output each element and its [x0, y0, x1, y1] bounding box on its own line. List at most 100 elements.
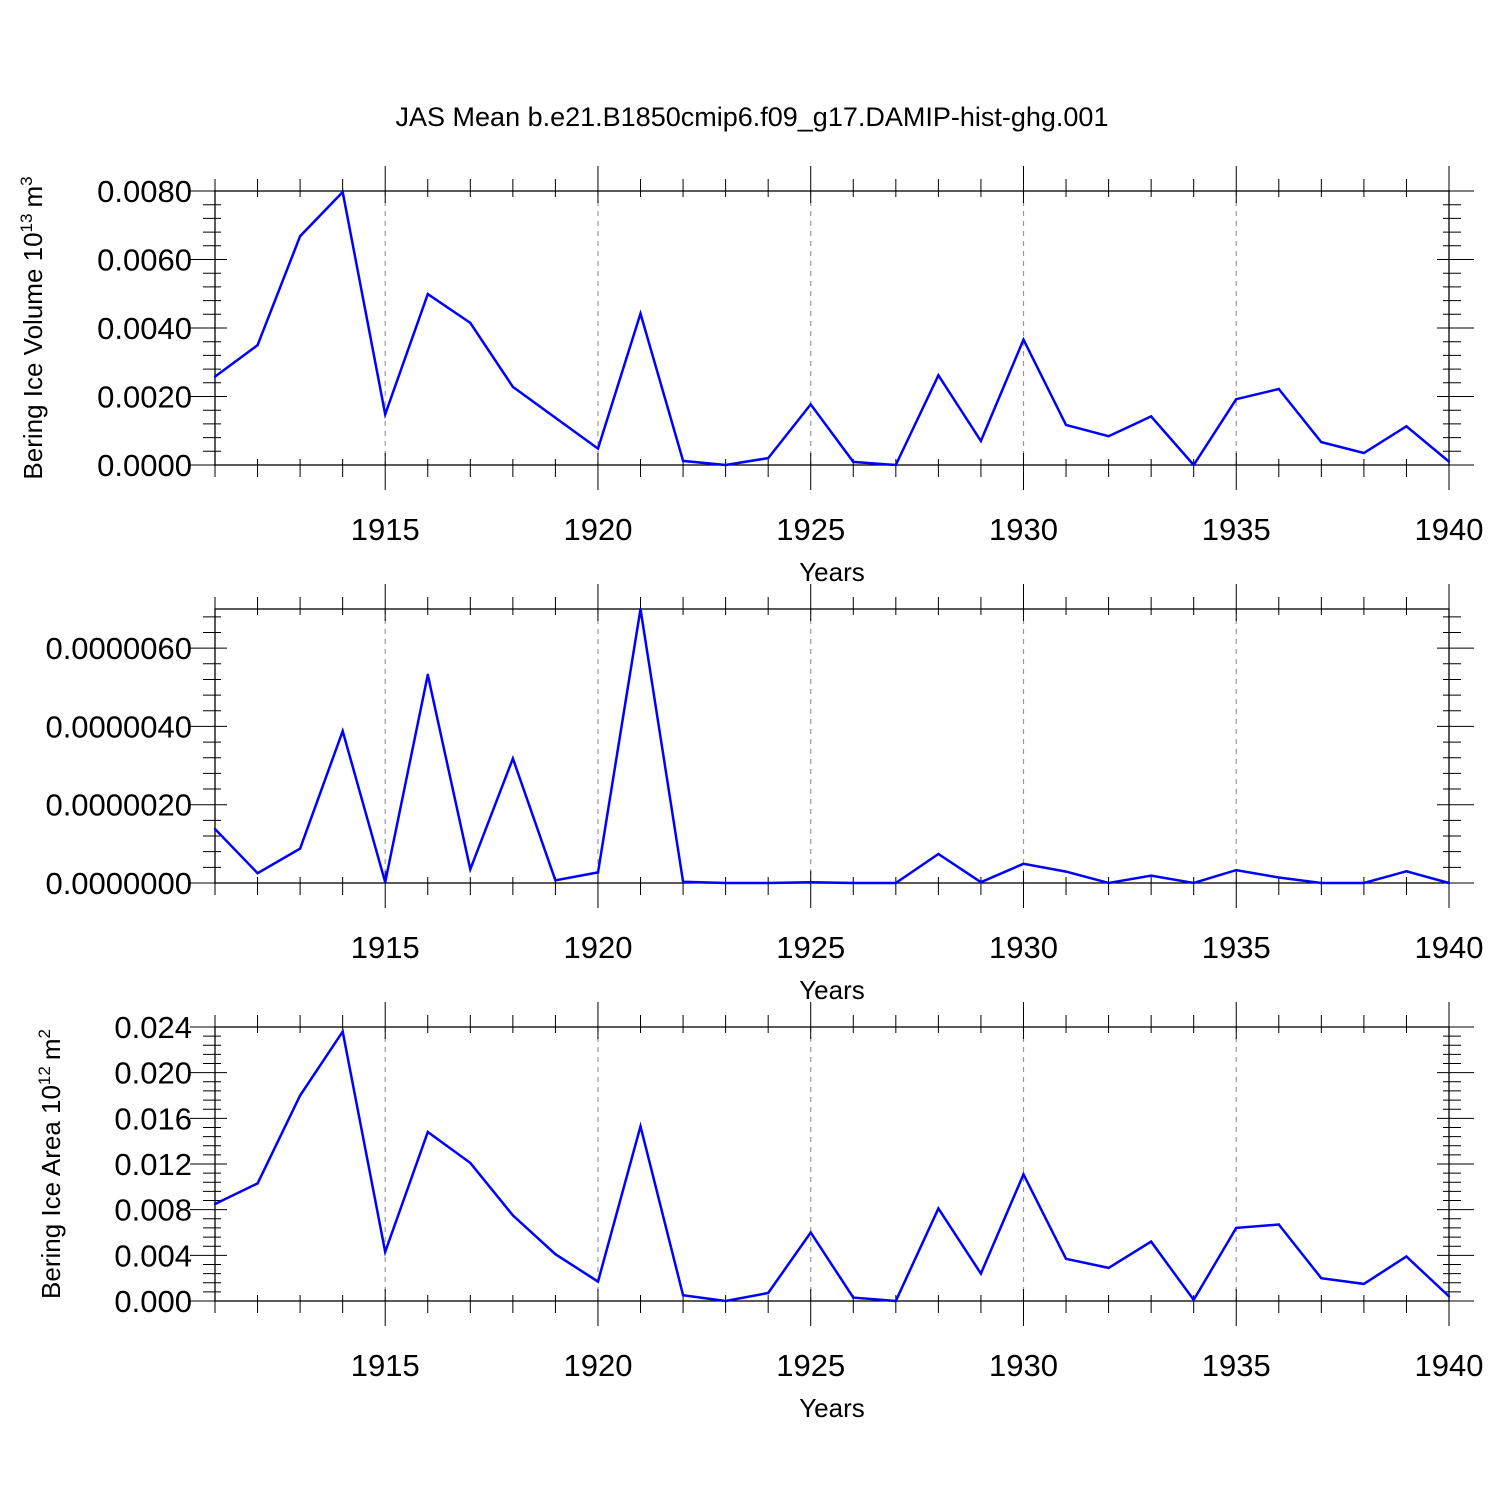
data-point [681, 1294, 685, 1297]
data-point [639, 607, 642, 611]
data-point [341, 190, 344, 194]
y-tick-label: 0.004 [114, 1238, 192, 1273]
y-tick-label: 0.0000020 [45, 788, 192, 823]
y-axis-label-exponent: 13 [17, 214, 36, 233]
data-point [298, 1094, 302, 1097]
y-axis-label-exponent: 12 [35, 1066, 54, 1085]
chart-panel-3: 0.000 0.004 0.008 0.012 0.016 0.020 0.024 1915 1… [35, 1002, 1483, 1423]
x-tick-label: 1940 [1415, 930, 1484, 965]
y-tick-label: 0.020 [114, 1056, 192, 1091]
data-point [1362, 1282, 1366, 1286]
data-point [426, 292, 429, 296]
data-point [1277, 876, 1280, 879]
data-point [724, 1299, 727, 1303]
data-point [1022, 862, 1025, 866]
y-axis-label-unit-exponent: 2 [35, 1029, 54, 1038]
data-point [766, 1291, 770, 1295]
data-point [554, 416, 557, 419]
data-point [511, 385, 515, 389]
data-point [1149, 1240, 1153, 1243]
data-point [341, 729, 344, 733]
data-point [1447, 460, 1451, 463]
data-point [1107, 1266, 1110, 1270]
x-tick-label: 1920 [563, 930, 632, 965]
x-axis-label: Years [799, 557, 865, 587]
data-point [256, 1182, 259, 1185]
data-point [1320, 881, 1323, 885]
data-point [1107, 435, 1110, 438]
data-point [937, 374, 940, 377]
data-point [596, 871, 600, 874]
x-tick-label: 1940 [1415, 1348, 1484, 1383]
x-tick-label: 1925 [776, 930, 845, 965]
panels: 0.0000 0.0020 0.0040 0.0060 0.0080 1915 1920 19… [17, 166, 1483, 1423]
x-tick-label: 1930 [989, 512, 1058, 547]
data-point [1192, 1298, 1195, 1302]
y-axis-label-text: Bering Ice Area 10 [36, 1085, 66, 1299]
data-point [1149, 415, 1153, 418]
y-axis-label-text: Bering Ice Volume 10 [18, 232, 48, 479]
y-tick-label: 0.0000 [97, 448, 192, 483]
x-tick-label: 1915 [351, 930, 420, 965]
y-tick-label: 0.0080 [97, 174, 192, 209]
data-point [1022, 338, 1025, 341]
data-point [979, 439, 983, 443]
data-point [298, 847, 302, 850]
data-point [1149, 874, 1153, 877]
y-tick-label: 0.0020 [97, 380, 192, 415]
data-point [1235, 868, 1238, 872]
x-tick-label: 1935 [1202, 930, 1271, 965]
data-point [426, 1130, 429, 1134]
x-tick-label: 1930 [989, 1348, 1058, 1383]
data-point [213, 827, 217, 831]
data-point [426, 673, 429, 676]
data-point [809, 881, 812, 884]
x-axis-label: Years [799, 1393, 865, 1423]
x-tick-label: 1935 [1202, 512, 1271, 547]
x-tick-label: 1925 [776, 512, 845, 547]
data-point [766, 881, 770, 885]
data-point [937, 1207, 940, 1210]
data-point [1277, 1223, 1280, 1226]
data-point [469, 1161, 472, 1165]
data-point [1192, 463, 1195, 467]
y-tick-label: 0.012 [114, 1147, 192, 1182]
data-point [1405, 425, 1408, 428]
data-point [298, 235, 302, 238]
y-tick-label: 0.0060 [97, 243, 192, 278]
data-point [937, 852, 940, 856]
y-axis-label-unit: m [36, 1038, 66, 1060]
chart-panel-1: 0.0000 0.0020 0.0040 0.0060 0.0080 1915 1920 19… [17, 166, 1483, 587]
data-point [1405, 1255, 1408, 1258]
series-line [214, 189, 1450, 468]
data-point [469, 321, 472, 325]
data-point [256, 872, 259, 875]
data-point [1320, 1276, 1323, 1280]
data-point [1320, 440, 1323, 444]
y-tick-label: 0.024 [114, 1010, 192, 1045]
data-point [511, 757, 515, 760]
data-point [809, 403, 812, 406]
x-tick-label: 1935 [1202, 1348, 1271, 1383]
plot-frame [214, 1026, 1450, 1302]
x-axis-label: Years [799, 975, 865, 1005]
data-point [256, 343, 259, 347]
data-point [639, 312, 642, 315]
data-point [1362, 881, 1366, 885]
data-point [766, 456, 770, 460]
data-point [213, 1202, 217, 1206]
data-point [1447, 1295, 1451, 1298]
data-point [1064, 1257, 1068, 1260]
data-point [1405, 870, 1408, 873]
data-point [724, 463, 727, 467]
data-point [384, 1250, 387, 1254]
data-point [852, 1296, 855, 1299]
x-tick-label: 1915 [351, 512, 420, 547]
x-tick-label: 1940 [1415, 512, 1484, 547]
data-point [554, 879, 557, 882]
y-tick-label: 0.008 [114, 1193, 192, 1228]
series-line [214, 1028, 1450, 1303]
y-tick-label: 0.0000060 [45, 631, 192, 666]
x-tick-label: 1920 [563, 1348, 632, 1383]
